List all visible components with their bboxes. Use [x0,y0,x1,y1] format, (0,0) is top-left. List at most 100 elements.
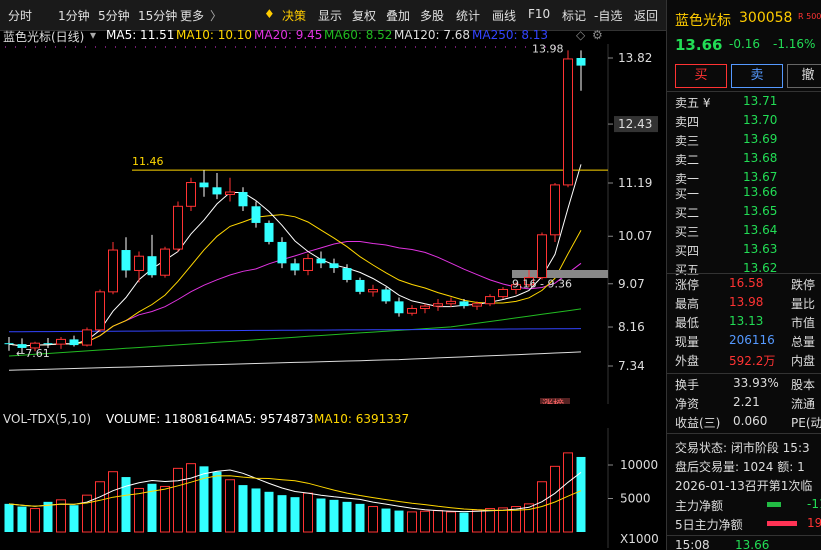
settings-icon[interactable]: ⚙ [592,28,603,42]
volume-ma10: MA10: 6391337 [314,412,410,426]
bid-price: 13.62 [743,261,778,275]
candle-body [394,301,404,314]
candle-body [459,301,469,307]
volume-bar [420,510,430,533]
volume-chart[interactable]: 10000 5000 X1000 [0,428,666,548]
watchlist-button[interactable]: -自选 [594,9,623,23]
volume-bar [264,491,274,532]
volume-bar [511,506,521,533]
volume-bar [199,466,209,532]
mark-button[interactable]: 标记 [562,9,587,23]
candle-body [212,187,222,195]
stat-row: 最低 13.13 市值 [667,312,821,332]
buy-button[interactable]: 买 [675,64,727,88]
volume-bar [160,485,170,533]
candle-body [420,305,430,309]
resistance-label: 11.46 [132,155,164,168]
back-button[interactable]: 返回 [634,9,659,23]
ask-price: 13.70 [743,113,778,127]
volume-bar [121,477,131,532]
chevron-right-icon[interactable]: 〉 [210,9,223,23]
range-box [512,270,608,278]
f10-button[interactable]: F10 [528,7,551,21]
stat-label-2: 市值 [791,316,816,330]
multi-stock-button[interactable]: 多股 [420,9,445,23]
candle-body [316,258,326,264]
candle-body [82,329,92,346]
main-net-label: 主力净额 [675,499,724,513]
ma60-label: MA60: 8.52 [324,28,393,42]
diamond-icon[interactable]: ◇ [576,28,586,42]
volume-bar [381,508,391,532]
candle-body [121,250,131,271]
ma60-line [8,308,582,357]
main-net-5d-bar [767,521,797,526]
tab-timeshare[interactable]: 分时 [8,9,33,23]
more-menu[interactable]: 更多 [180,9,205,23]
volume-bar [446,511,456,533]
stat-row: 最高 13.98 量比 [667,293,821,313]
candlestick-chart[interactable]: 13.82 12.43 11.19 10.07 9.07 8.16 7.34 11.46 13.… [0,44,666,404]
volume-bar [173,467,183,533]
volume-bar [329,499,339,532]
ma5-line [8,164,582,347]
tab-1min[interactable]: 1分钟 [58,9,90,23]
sell-button[interactable]: 卖 [731,64,783,88]
ask-label: 卖一 [675,172,700,186]
draw-line-button[interactable]: 画线 [492,9,517,23]
stat-value: 13.98 [729,295,764,309]
stat-label: 最高 [675,297,700,311]
price-tick-label: 8.16 [618,320,645,334]
statistics-button[interactable]: 统计 [456,9,481,23]
ask-row: 卖四 13.70 [667,111,821,131]
ma5-label: MA5: 11.51 [106,28,175,42]
volume-tick-label: 5000 [620,492,651,506]
overlay-button[interactable]: 叠加 [386,9,411,23]
volume-indicator-name[interactable]: VOL-TDX(5,10) [3,412,92,426]
adjust-button[interactable]: 复权 [352,9,377,23]
ma10-line [8,214,582,347]
volume-bar [43,501,53,532]
chevron-down-icon[interactable]: ▾ [90,28,97,42]
volume-ma10-line [8,475,582,511]
volume-bar [17,506,27,532]
candle-body [329,263,339,269]
trade-status: 交易状态: 闭市阶段 15:3 [675,441,810,455]
ma-header: 蓝色光标(日线) ▾ MA5: 11.51 MA10: 10.10 MA20: … [0,28,603,44]
volume-bar [355,503,365,532]
volume-bar [251,488,261,532]
candle-body [173,205,183,250]
display-button[interactable]: 显示 [318,9,343,23]
decision-button[interactable]: 决策 [282,9,307,23]
ask-row: 卖一 13.67 [667,168,821,188]
candle-body [264,222,274,242]
candle-body [134,255,144,271]
candle-body [186,182,196,207]
candle-body [472,303,482,307]
volume-bar [212,471,222,532]
volume-bar [485,508,495,533]
toolbar: 分时 1分钟 5分钟 15分钟 更多 〉 ♦ 决策 显示 复权 叠加 多股 统计… [0,0,666,31]
divider [667,433,821,434]
cancel-button[interactable]: 撤 [787,64,821,88]
candle-body [550,184,560,236]
ask-row: 卖五 ¥ 13.71 [667,92,821,112]
stat-value: 13.13 [729,314,764,328]
candle-body [446,300,456,305]
candle-body [537,234,547,279]
quote-panel: 蓝色光标 300058 R 500 13.66 -0.16 -1.16% 买 卖… [666,0,821,550]
tab-15min[interactable]: 15分钟 [138,9,178,23]
candle-body [407,307,417,314]
candle-body [511,284,521,290]
ask-label: 卖四 [675,115,700,129]
volume-bar [303,492,313,533]
tab-5min[interactable]: 5分钟 [98,9,130,23]
price-tick-label: 13.82 [618,51,652,65]
stat-value: 2.21 [733,395,760,409]
main-net-bar [767,502,781,507]
main-net-5d-value: 19 [807,516,821,530]
stat-label-2: 股本 [791,378,816,392]
ma250-line [8,328,582,333]
notice-text[interactable]: 2026-01-13召开第1次临 [675,479,813,493]
stat-label: 净资 [675,397,700,411]
